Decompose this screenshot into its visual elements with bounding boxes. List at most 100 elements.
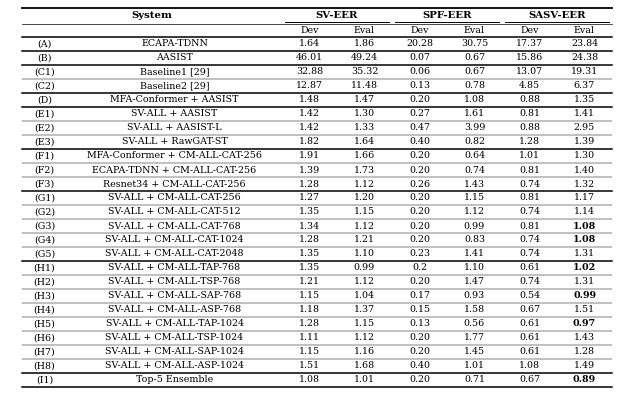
Text: 1.28: 1.28: [299, 320, 320, 329]
Text: 17.37: 17.37: [516, 40, 543, 49]
Text: (D): (D): [37, 96, 52, 105]
Text: Eval: Eval: [354, 26, 375, 35]
Text: 1.42: 1.42: [299, 124, 320, 132]
Text: 1.15: 1.15: [299, 348, 320, 357]
Text: 30.75: 30.75: [461, 40, 488, 49]
Text: 1.61: 1.61: [464, 109, 485, 118]
Text: 1.91: 1.91: [299, 152, 320, 160]
Text: (H6): (H6): [33, 333, 56, 342]
Text: 1.40: 1.40: [574, 166, 595, 175]
Text: SV-ALL + RawGAT-ST: SV-ALL + RawGAT-ST: [122, 137, 227, 147]
Text: 1.14: 1.14: [574, 207, 595, 216]
Text: 0.67: 0.67: [464, 68, 485, 77]
Text: (G5): (G5): [34, 250, 55, 258]
Text: 0.20: 0.20: [409, 194, 430, 203]
Text: 1.12: 1.12: [464, 207, 485, 216]
Text: 1.21: 1.21: [354, 235, 375, 245]
Text: 1.31: 1.31: [574, 250, 595, 258]
Text: 0.82: 0.82: [464, 137, 485, 147]
Text: 0.81: 0.81: [519, 222, 540, 231]
Text: SV-ALL + CM-ALL-TAP-768: SV-ALL + CM-ALL-TAP-768: [108, 263, 241, 273]
Text: (A): (A): [37, 40, 52, 49]
Text: SASV-EER: SASV-EER: [528, 11, 586, 21]
Text: 0.27: 0.27: [409, 109, 430, 118]
Text: 1.77: 1.77: [464, 333, 485, 342]
Text: 1.43: 1.43: [574, 333, 595, 342]
Text: Resnet34 + CM-ALL-CAT-256: Resnet34 + CM-ALL-CAT-256: [103, 179, 246, 188]
Text: 1.39: 1.39: [299, 166, 320, 175]
Text: 1.27: 1.27: [299, 194, 320, 203]
Text: 1.41: 1.41: [574, 109, 595, 118]
Text: 1.39: 1.39: [574, 137, 595, 147]
Text: 2.95: 2.95: [574, 124, 595, 132]
Text: 1.73: 1.73: [354, 166, 375, 175]
Text: 19.31: 19.31: [571, 68, 598, 77]
Text: (H3): (H3): [33, 292, 56, 301]
Text: 0.20: 0.20: [409, 222, 430, 231]
Text: 0.99: 0.99: [354, 263, 375, 273]
Text: 0.20: 0.20: [409, 96, 430, 105]
Text: 1.12: 1.12: [354, 278, 375, 286]
Text: 1.12: 1.12: [354, 179, 375, 188]
Text: 0.15: 0.15: [409, 305, 430, 314]
Text: (H5): (H5): [33, 320, 56, 329]
Text: 0.40: 0.40: [409, 137, 430, 147]
Text: 49.24: 49.24: [351, 53, 378, 62]
Text: SV-ALL + CM-ALL-ASP-768: SV-ALL + CM-ALL-ASP-768: [108, 305, 241, 314]
Text: 0.81: 0.81: [519, 109, 540, 118]
Text: 1.45: 1.45: [464, 348, 485, 357]
Text: AASIST: AASIST: [156, 53, 193, 62]
Text: 0.2: 0.2: [412, 263, 427, 273]
Text: 1.41: 1.41: [464, 250, 485, 258]
Text: 12.87: 12.87: [296, 81, 323, 90]
Text: 1.01: 1.01: [464, 361, 485, 371]
Text: 1.28: 1.28: [519, 137, 540, 147]
Text: 1.33: 1.33: [354, 124, 375, 132]
Text: (G4): (G4): [34, 235, 55, 245]
Text: 0.23: 0.23: [409, 250, 430, 258]
Text: (E3): (E3): [35, 137, 55, 147]
Text: 1.30: 1.30: [354, 109, 375, 118]
Text: Baseline2 [29]: Baseline2 [29]: [140, 81, 209, 90]
Text: 1.10: 1.10: [354, 250, 375, 258]
Text: (F2): (F2): [35, 166, 54, 175]
Text: 1.15: 1.15: [354, 207, 375, 216]
Text: 1.31: 1.31: [574, 278, 595, 286]
Text: 0.56: 0.56: [464, 320, 485, 329]
Text: 1.51: 1.51: [574, 305, 595, 314]
Text: 0.78: 0.78: [464, 81, 485, 90]
Text: 0.61: 0.61: [519, 333, 540, 342]
Text: 0.74: 0.74: [519, 207, 540, 216]
Text: 0.06: 0.06: [409, 68, 430, 77]
Text: SPF-EER: SPF-EER: [422, 11, 472, 21]
Text: (G3): (G3): [34, 222, 55, 231]
Text: 1.34: 1.34: [299, 222, 320, 231]
Text: 1.58: 1.58: [464, 305, 485, 314]
Text: 1.47: 1.47: [464, 278, 485, 286]
Text: (E2): (E2): [35, 124, 54, 132]
Text: 15.86: 15.86: [516, 53, 543, 62]
Text: 1.10: 1.10: [464, 263, 485, 273]
Text: 1.35: 1.35: [299, 207, 320, 216]
Text: 1.08: 1.08: [464, 96, 485, 105]
Text: 1.66: 1.66: [354, 152, 375, 160]
Text: 46.01: 46.01: [296, 53, 323, 62]
Text: 1.43: 1.43: [464, 179, 485, 188]
Text: 0.74: 0.74: [519, 179, 540, 188]
Text: 1.12: 1.12: [354, 222, 375, 231]
Text: 1.49: 1.49: [574, 361, 595, 371]
Text: MFA-Conformer + CM-ALL-CAT-256: MFA-Conformer + CM-ALL-CAT-256: [87, 152, 262, 160]
Text: 1.28: 1.28: [299, 179, 320, 188]
Text: 0.13: 0.13: [409, 320, 430, 329]
Text: (G1): (G1): [34, 194, 55, 203]
Text: SV-EER: SV-EER: [316, 11, 358, 21]
Text: Dev: Dev: [300, 26, 319, 35]
Text: 6.37: 6.37: [574, 81, 595, 90]
Text: 0.20: 0.20: [409, 376, 430, 384]
Text: 1.21: 1.21: [299, 278, 320, 286]
Text: 1.20: 1.20: [354, 194, 375, 203]
Text: ECAPA-TDNN + CM-ALL-CAT-256: ECAPA-TDNN + CM-ALL-CAT-256: [92, 166, 257, 175]
Text: 1.16: 1.16: [354, 348, 375, 357]
Text: 0.93: 0.93: [464, 292, 485, 301]
Text: SV-ALL + CM-ALL-SAP-768: SV-ALL + CM-ALL-SAP-768: [108, 292, 241, 301]
